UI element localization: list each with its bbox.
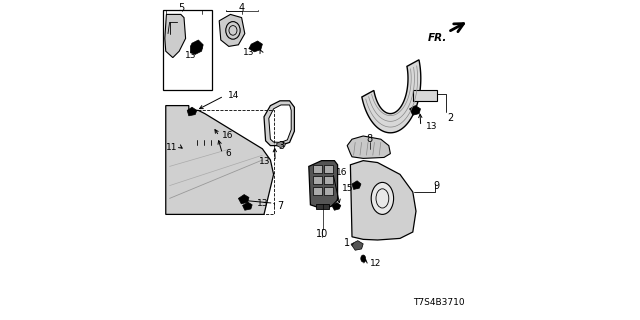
Polygon shape <box>165 14 186 58</box>
Text: 9: 9 <box>434 180 440 191</box>
Ellipse shape <box>361 255 365 262</box>
Polygon shape <box>277 141 285 148</box>
Bar <box>312 187 322 195</box>
Polygon shape <box>219 14 245 46</box>
Text: 7: 7 <box>277 201 283 212</box>
Polygon shape <box>410 106 420 115</box>
Bar <box>324 176 333 184</box>
Polygon shape <box>316 204 329 209</box>
Polygon shape <box>264 101 294 146</box>
Polygon shape <box>413 90 437 101</box>
Text: FR.: FR. <box>428 33 447 43</box>
Text: 13: 13 <box>426 122 437 131</box>
Text: 13: 13 <box>259 157 270 166</box>
Polygon shape <box>239 195 249 204</box>
Polygon shape <box>362 60 420 133</box>
Polygon shape <box>249 41 262 52</box>
Text: T7S4B3710: T7S4B3710 <box>413 298 464 307</box>
Polygon shape <box>269 105 291 142</box>
Polygon shape <box>205 123 214 131</box>
Text: 2: 2 <box>447 113 454 124</box>
Text: 10: 10 <box>316 228 328 239</box>
Polygon shape <box>193 130 219 146</box>
Text: 15: 15 <box>342 184 354 193</box>
Text: 12: 12 <box>370 260 381 268</box>
Polygon shape <box>309 161 338 209</box>
Text: 1: 1 <box>344 238 351 248</box>
Text: 4: 4 <box>239 3 244 13</box>
Polygon shape <box>191 40 204 54</box>
Polygon shape <box>183 146 193 154</box>
Text: 8: 8 <box>367 134 372 144</box>
Text: 11: 11 <box>166 143 178 152</box>
Polygon shape <box>166 106 274 214</box>
Bar <box>312 165 322 173</box>
Text: 5: 5 <box>179 3 185 13</box>
Ellipse shape <box>371 182 394 214</box>
Bar <box>324 165 333 173</box>
Text: 13: 13 <box>257 199 269 208</box>
Bar <box>324 187 333 195</box>
Polygon shape <box>351 241 364 250</box>
Polygon shape <box>243 202 252 210</box>
Text: 13: 13 <box>243 48 254 57</box>
Text: 6: 6 <box>226 149 231 158</box>
Polygon shape <box>351 161 416 240</box>
Polygon shape <box>187 107 197 116</box>
Text: 16: 16 <box>223 132 234 140</box>
Polygon shape <box>347 136 390 158</box>
Text: 14: 14 <box>228 92 239 100</box>
Text: 3: 3 <box>278 140 285 151</box>
Text: 16: 16 <box>336 168 348 177</box>
Polygon shape <box>332 203 340 210</box>
Polygon shape <box>352 181 361 189</box>
Text: 13: 13 <box>186 52 197 60</box>
Bar <box>312 176 322 184</box>
